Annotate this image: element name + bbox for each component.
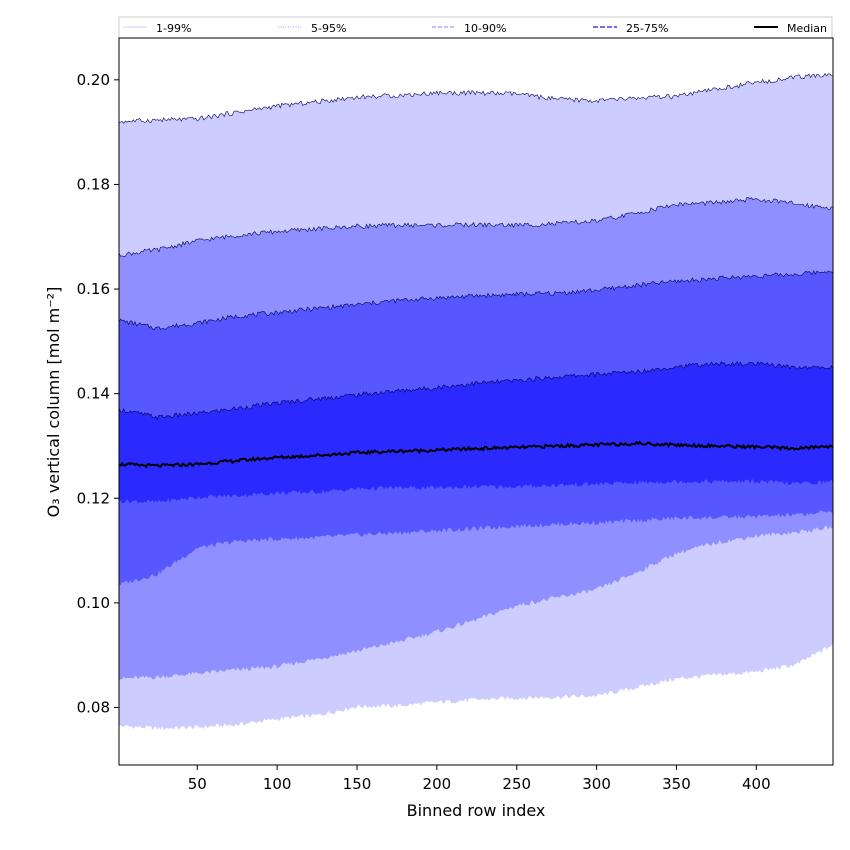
- y-axis-title: O₃ vertical column [mol m⁻²]: [44, 287, 63, 518]
- legend-label-1-99: 1-99%: [156, 22, 191, 35]
- x-tick-label: 350: [662, 775, 691, 793]
- line-median: [118, 440, 834, 469]
- legend-label-median: Median: [787, 22, 827, 35]
- percentile-lines-layer: [118, 72, 834, 469]
- x-axis-title: Binned row index: [407, 801, 546, 820]
- y-tick-label: 0.08: [77, 698, 110, 716]
- y-tick-label: 0.18: [77, 175, 110, 193]
- x-tick-label: 250: [502, 775, 531, 793]
- line-p99: [118, 72, 834, 124]
- y-axis: 0.08 0.10 0.12 0.14 0.16 0.18 0.20: [77, 71, 119, 716]
- x-tick-label: 400: [742, 775, 771, 793]
- band-25-75: [119, 361, 833, 504]
- x-tick-label: 300: [582, 775, 611, 793]
- y-tick-label: 0.16: [77, 280, 110, 298]
- x-tick-label: 50: [188, 775, 207, 793]
- bands-layer: [119, 73, 833, 731]
- y-tick-label: 0.20: [77, 71, 110, 89]
- y-tick-label: 0.14: [77, 385, 110, 403]
- x-tick-label: 200: [423, 775, 452, 793]
- legend-label-5-95: 5-95%: [311, 22, 346, 35]
- plot-frame: [118, 37, 834, 766]
- x-tick-label: 100: [263, 775, 292, 793]
- legend-label-10-90: 10-90%: [464, 22, 506, 35]
- x-axis: 50 100 150 200 250 300 350 400: [188, 765, 771, 793]
- line-p90: [118, 270, 834, 330]
- y-tick-label: 0.10: [77, 594, 110, 612]
- line-p75: [118, 360, 834, 420]
- line-p95: [118, 197, 834, 258]
- x-tick-label: 150: [343, 775, 372, 793]
- y-tick-label: 0.12: [77, 489, 110, 507]
- legend-label-25-75: 25-75%: [626, 22, 668, 35]
- legend: 1-99% 5-95% 10-90% 25-75% Median: [118, 16, 833, 39]
